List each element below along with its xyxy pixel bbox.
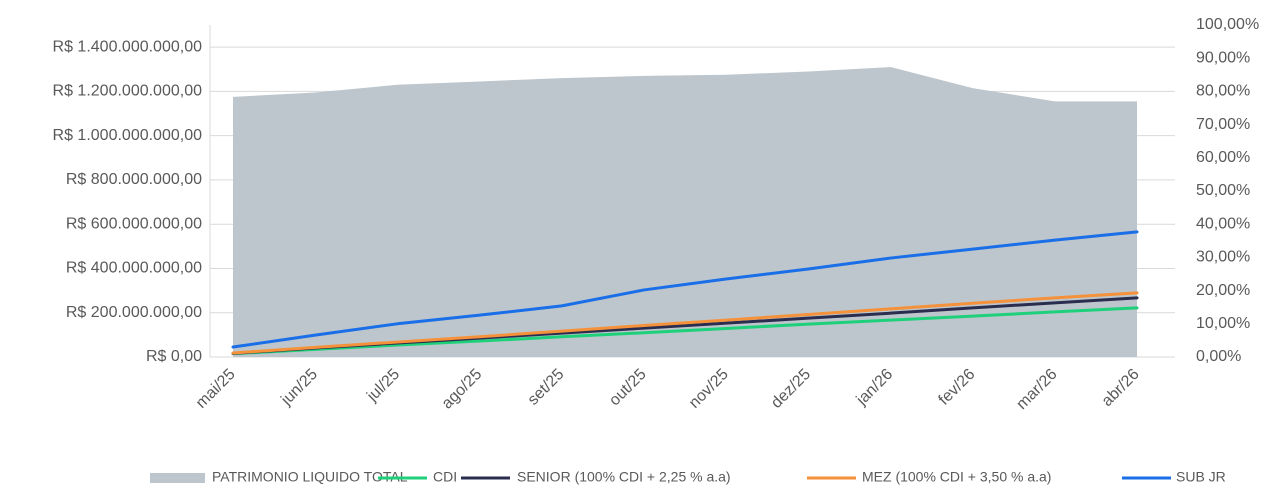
y2-tick-label: 100,00%	[1196, 16, 1259, 33]
legend-label: SUB JR	[1176, 469, 1226, 485]
x-tick-label: nov/25	[686, 366, 732, 412]
legend-label: CDI	[433, 469, 457, 485]
x-tick-label: mai/25	[193, 366, 239, 412]
line	[231, 230, 1139, 349]
y2-tick-label: 30,00%	[1196, 249, 1250, 266]
x-tick-label: jun/25	[277, 366, 321, 410]
y-tick-label: R$ 400.000.000,00	[66, 260, 202, 277]
x-tick-label: dez/25	[768, 366, 814, 412]
y-tick-label: R$ 1.200.000.000,00	[53, 83, 203, 100]
y-tick-label: R$ 0,00	[146, 348, 202, 365]
x-tick-label: abr/26	[1099, 366, 1143, 410]
y2-tick-label: 10,00%	[1196, 315, 1250, 332]
legend-label: MEZ (100% CDI + 3,50 % a.a)	[862, 469, 1051, 485]
line	[231, 306, 1139, 356]
y-tick-label: R$ 600.000.000,00	[66, 215, 202, 232]
y-tick-label: R$ 1.000.000.000,00	[53, 127, 203, 144]
y-tick-label: R$ 200.000.000,00	[66, 304, 202, 321]
y2-tick-label: 0,00%	[1196, 348, 1241, 365]
y2-tick-label: 90,00%	[1196, 49, 1250, 66]
x-tick-label: jan/26	[853, 366, 897, 410]
x-tick-label: fev/26	[936, 366, 979, 409]
x-tick-label: out/25	[606, 366, 650, 410]
y2-tick-label: 80,00%	[1196, 83, 1250, 100]
y2-tick-label: 50,00%	[1196, 182, 1250, 199]
legend-swatch	[150, 473, 205, 483]
x-tick-label: jul/25	[363, 366, 403, 406]
y-tick-label: R$ 1.400.000.000,00	[53, 38, 203, 55]
y2-tick-label: 40,00%	[1196, 215, 1250, 232]
line	[231, 291, 1139, 355]
y2-tick-label: 70,00%	[1196, 116, 1250, 133]
x-tick-label: ago/25	[439, 366, 486, 413]
area	[233, 67, 1137, 357]
x-tick-label: mar/26	[1013, 366, 1060, 413]
legend-label: SENIOR (100% CDI + 2,25 % a.a)	[517, 469, 731, 485]
y-tick-label: R$ 800.000.000,00	[66, 171, 202, 188]
y2-tick-label: 60,00%	[1196, 149, 1250, 166]
legend-label: PATRIMONIO LIQUIDO TOTAL	[212, 469, 408, 485]
x-tick-label: set/25	[525, 366, 568, 409]
y2-tick-label: 20,00%	[1196, 282, 1250, 299]
marks	[231, 67, 1139, 357]
